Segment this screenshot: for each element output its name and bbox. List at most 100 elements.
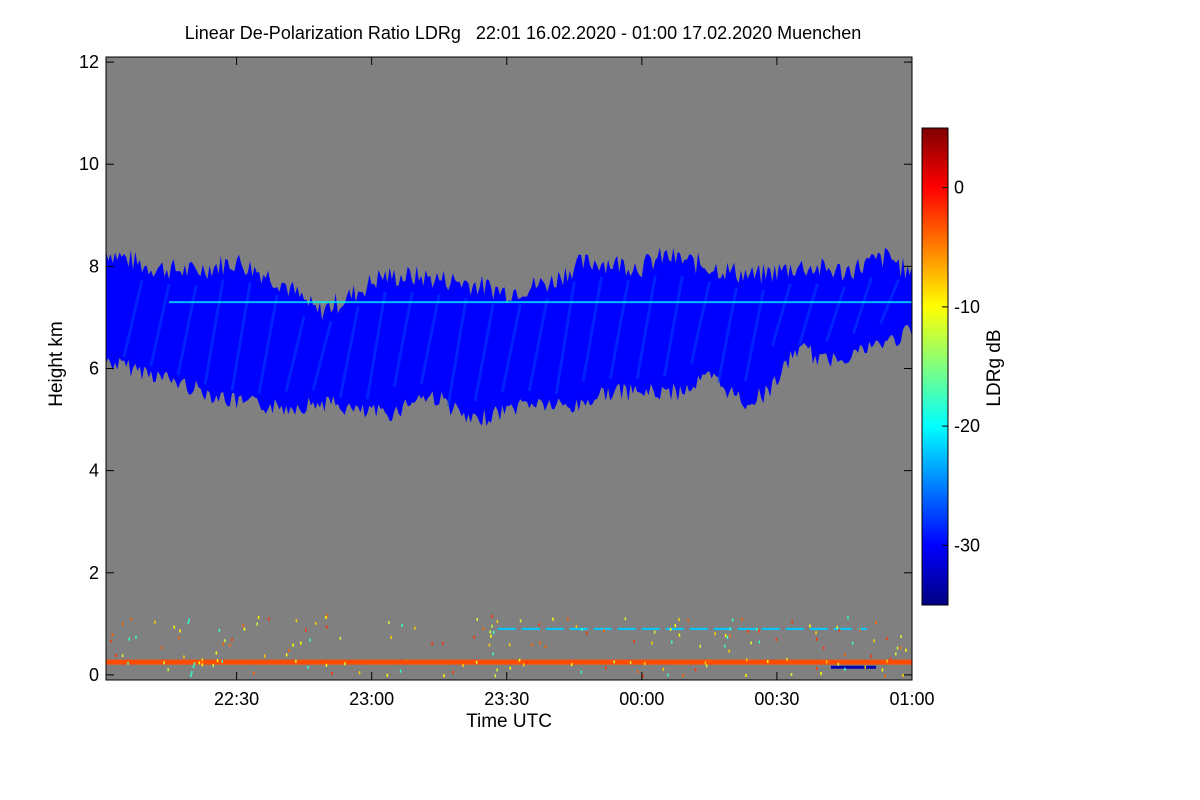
noise-speck: [509, 666, 511, 670]
y-tick-label: 4: [89, 461, 99, 481]
noise-speck: [552, 617, 554, 621]
fall-streak: [825, 286, 846, 343]
noise-speck: [490, 634, 492, 638]
fall-streak: [446, 297, 468, 406]
x-tick-label: 23:00: [349, 689, 394, 709]
noise-speck: [707, 658, 710, 662]
noise-speck: [243, 627, 246, 631]
noise-speck: [192, 665, 195, 669]
noise-speck: [212, 663, 214, 667]
noise-speck: [624, 617, 627, 621]
y-tick-label: 2: [89, 563, 99, 583]
noise-speck: [613, 660, 615, 664]
x-tick-label: 22:30: [214, 689, 259, 709]
noise-speck: [127, 661, 129, 665]
noise-speck: [900, 635, 902, 638]
noise-speck: [726, 636, 729, 639]
noise-speck: [847, 616, 849, 620]
noise-speck: [216, 659, 219, 663]
fall-streak: [662, 275, 684, 377]
noise-speck: [724, 634, 727, 638]
noise-speck: [886, 637, 888, 640]
noise-speck: [288, 648, 290, 652]
noise-speck: [821, 659, 823, 663]
fall-streak: [554, 281, 576, 395]
noise-speck: [121, 654, 124, 658]
noise-speck: [714, 632, 716, 636]
noise-speck: [253, 671, 255, 675]
noise-speck: [746, 658, 748, 662]
noise-speck: [531, 643, 533, 647]
noise-speck: [629, 661, 632, 665]
noise-speck: [586, 631, 588, 635]
noise-speck: [844, 667, 846, 671]
noise-speck: [326, 614, 328, 618]
noise-speck: [875, 621, 877, 624]
noise-speck: [242, 624, 244, 628]
noise-speck: [508, 643, 511, 647]
noise-speck: [325, 663, 328, 667]
noise-speck: [130, 617, 132, 621]
fall-streak: [852, 277, 873, 334]
noise-speck: [823, 646, 825, 650]
noise-speck: [580, 670, 583, 674]
noise-speck: [201, 663, 204, 667]
y-tick-label: 6: [89, 359, 99, 379]
noise-speck: [820, 672, 822, 675]
noise-speck: [339, 636, 342, 640]
noise-speck: [475, 660, 478, 664]
fall-streak: [230, 282, 252, 391]
colorbar-tick-label: 0: [954, 178, 964, 198]
noise-speck: [682, 673, 684, 677]
noise-speck: [809, 624, 811, 628]
noise-speck: [115, 654, 117, 657]
noise-speck: [154, 620, 156, 624]
noise-speck: [570, 663, 573, 667]
x-axis-label: Time UTC: [466, 711, 552, 732]
noise-speck: [201, 658, 204, 662]
noise-speck: [694, 668, 697, 672]
x-tick-label: 01:00: [889, 689, 934, 709]
noise-speck: [603, 629, 605, 632]
colorbar-label: LDRg dB: [984, 329, 1005, 406]
noise-speck: [221, 660, 223, 663]
x-axis: 22:30 23:00 23:30 00:00 00:30 01:00: [214, 57, 935, 709]
noise-speck: [886, 659, 888, 663]
noise-speck: [837, 662, 840, 666]
noise-speck: [519, 619, 522, 623]
noise-speck: [183, 655, 185, 659]
noise-speck: [173, 625, 175, 629]
noise-speck: [825, 660, 828, 664]
noise-speck: [488, 643, 491, 647]
noise-speck: [873, 639, 875, 643]
noise-speck: [295, 659, 297, 663]
noise-speck: [443, 674, 445, 678]
fall-streak: [338, 306, 360, 399]
noise-speck: [523, 663, 525, 667]
noise-speck: [758, 629, 760, 633]
noise-speck: [163, 661, 165, 665]
noise-speck: [128, 637, 130, 641]
noise-speck: [844, 653, 846, 657]
noise-speck: [884, 674, 886, 678]
colorbar: [921, 127, 949, 606]
noise-speck: [190, 673, 192, 677]
noise-speck: [851, 641, 854, 645]
noise-speck: [386, 673, 389, 677]
data-layer: [106, 247, 912, 678]
noise-speck: [256, 622, 258, 626]
noise-speck: [575, 625, 578, 628]
noise-speck: [816, 637, 818, 641]
noise-speck: [678, 633, 681, 637]
noise-speck: [667, 673, 669, 677]
noise-speck: [747, 629, 749, 633]
noise-speck: [388, 621, 390, 624]
noise-speck: [637, 670, 639, 674]
noise-speck: [110, 639, 112, 643]
noise-speck: [881, 668, 884, 672]
noise-speck: [644, 662, 646, 666]
noise-speck: [791, 620, 793, 624]
noise-speck: [815, 631, 817, 635]
y-tick-label: 10: [79, 154, 99, 174]
noise-speck: [188, 618, 190, 622]
